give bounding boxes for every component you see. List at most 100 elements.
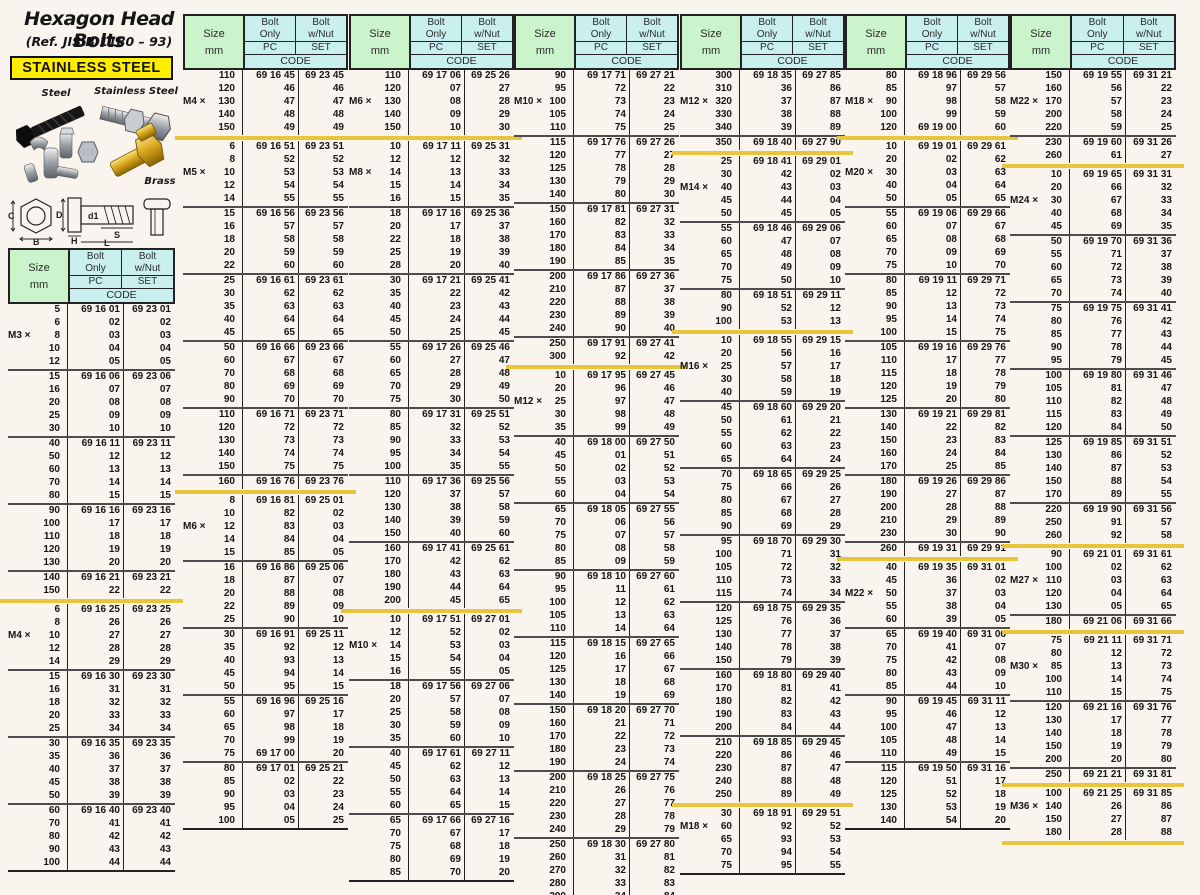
bolt-only-code-cell: 69 21 11 xyxy=(1070,635,1126,648)
bolt-only-code-cell: 18 xyxy=(905,368,961,381)
bolt-only-code-cell: 31 xyxy=(574,852,630,865)
set-header: SET xyxy=(973,42,993,53)
size-cell: 105 xyxy=(514,610,574,623)
size-cell: 105 xyxy=(845,342,905,355)
size-cell: 100 xyxy=(8,518,68,531)
size-cell: 70 xyxy=(1010,288,1070,301)
bolt-wnut-code-cell: 80 xyxy=(1160,754,1172,765)
table-row: M6 × 12 83 03 xyxy=(183,521,348,534)
table-row: 20 56 16 xyxy=(680,348,845,361)
bolt-wnut-code-cell: 25 xyxy=(1160,122,1172,133)
bolt-wnut-code-cell: 50 xyxy=(498,394,510,405)
bolt-wnut-code-cell: 69 27 45 xyxy=(636,370,675,381)
bolt-only-code-cell: 69 17 06 xyxy=(409,70,465,83)
table-row: 250 91 57 xyxy=(1010,517,1176,530)
bolt-wnut-code-cell: 18 xyxy=(994,789,1006,800)
table-row: 40 69 16 11 69 23 11 xyxy=(8,436,175,451)
bolt-only-code-cell: 76 xyxy=(740,616,796,629)
table-row: 120 19 19 xyxy=(8,544,175,557)
size-cell: M8 × 14 xyxy=(349,167,409,180)
table-row: 30 69 18 91 69 29 51 xyxy=(680,808,845,821)
bolt-only-code-cell: 69 19 35 xyxy=(905,562,961,575)
bolt-wnut-code-cell: 39 xyxy=(498,247,510,258)
bolt-only-code-cell: 28 xyxy=(68,643,124,656)
size-cell: 75 xyxy=(349,841,409,854)
table-row: 75 69 17 00 20 xyxy=(183,748,348,761)
stainless-bolt-image xyxy=(99,105,171,142)
bolt-only-code-cell: 69 16 56 xyxy=(243,208,299,221)
bolt-wnut-code-cell: 57 xyxy=(1160,517,1172,528)
bolt-wnut-code-cell: 57 xyxy=(332,221,344,232)
table-row: 60 07 67 xyxy=(845,221,1010,234)
bolt-only-code-cell: 72 xyxy=(740,562,796,575)
size-cell: 115 xyxy=(1010,409,1070,422)
size-cell: 10 xyxy=(8,343,68,356)
series-divider xyxy=(837,136,1018,140)
bolt-wnut-code-cell: 35 xyxy=(663,256,675,267)
series-label: M8 × xyxy=(349,167,372,178)
bolt-wnut-code-cell: 69 29 86 xyxy=(967,476,1006,487)
bolt-wnut-code-cell: 08 xyxy=(994,655,1006,666)
bolt-wnut-code-cell: 44 xyxy=(159,857,171,868)
bolt-wnut-code-cell: 23 xyxy=(829,441,841,452)
size-cell: 170 xyxy=(845,461,905,474)
bolt-only-code-cell: 69 17 11 xyxy=(409,141,465,154)
bolt-wnut-code-cell: 78 xyxy=(663,811,675,822)
bolt-only-code-cell: 69 17 16 xyxy=(409,208,465,221)
size-cell: 75 xyxy=(845,260,905,273)
table-row: 8 52 52 xyxy=(183,154,348,167)
table-row: 90 52 12 xyxy=(680,303,845,316)
bolt-wnut-code-cell: 13 xyxy=(159,464,171,475)
bolt-wnut-code-cell: 38 xyxy=(1160,262,1172,273)
bolt-only-code-cell: 69 21 01 xyxy=(1070,549,1126,562)
size-cell: 110 xyxy=(1010,396,1070,409)
table-row: 22 60 60 xyxy=(183,260,348,273)
table-row: 95 11 61 xyxy=(514,584,679,597)
bolt-only-code-cell: 59 xyxy=(409,720,465,733)
table-row: 75 69 19 75 69 31 41 xyxy=(1010,301,1176,316)
size-cell: 80 xyxy=(349,409,409,422)
size-cell: 50 xyxy=(349,774,409,787)
bolt-only-code-cell: 69 18 60 xyxy=(740,402,796,415)
table-row: 140 48 48 xyxy=(183,109,348,122)
bolt-wnut-code-cell: 88 xyxy=(1160,827,1172,838)
table-row: 90 70 70 xyxy=(183,394,348,407)
size-cell: 75 xyxy=(680,482,740,495)
bolt-only-code-cell: 65 xyxy=(409,800,465,813)
bolt-only-code-cell: 69 17 71 xyxy=(574,70,630,83)
bolt-only-code-cell: 49 xyxy=(905,748,961,761)
bolt-wnut-code-cell: 69 31 11 xyxy=(967,696,1006,707)
bolt-only-code-cell: 69 16 35 xyxy=(68,738,124,751)
size-cell: 90 xyxy=(8,844,68,857)
bolt-wnut-header: Bolt w/Nut xyxy=(639,17,665,40)
table-row: 200 28 88 xyxy=(845,502,1010,515)
bolt-wnut-code-cell: 52 xyxy=(1160,450,1172,461)
bolt-only-code-cell: 69 17 36 xyxy=(409,476,465,489)
bolt-only-code-cell: 18 xyxy=(1070,728,1126,741)
size-cell: 50 xyxy=(680,208,740,221)
bolt-wnut-code-cell: 56 xyxy=(663,517,675,528)
table-row: 140 78 38 xyxy=(680,642,845,655)
bolt-wnut-code-cell: 20 xyxy=(159,557,171,568)
table-row: 110 15 75 xyxy=(1010,687,1176,700)
bolt-only-code-cell: 43 xyxy=(905,668,961,681)
table-row: 55 69 16 96 69 25 16 xyxy=(183,694,348,709)
bolt-only-code-cell: 69 19 45 xyxy=(905,696,961,709)
size-cell: 85 xyxy=(514,556,574,569)
bolt-wnut-code-cell: 34 xyxy=(159,723,171,734)
size-cell: 85 xyxy=(349,422,409,435)
bolt-wnut-code-cell: 89 xyxy=(994,515,1006,526)
bolt-wnut-code-cell: 17 xyxy=(829,361,841,372)
bolt-wnut-code-cell: 69 31 51 xyxy=(1133,437,1172,448)
size-cell: 55 xyxy=(680,223,740,236)
table-row: 170 42 62 xyxy=(349,556,514,569)
table-row: 85 44 10 xyxy=(845,681,1010,694)
table-row: 30 62 62 xyxy=(183,288,348,301)
table-row: 15 54 04 xyxy=(349,653,514,666)
bolt-only-code-cell: 69 19 55 xyxy=(1070,70,1126,83)
bolt-wnut-code-cell: 47 xyxy=(498,355,510,366)
bolt-wnut-code-cell: 29 xyxy=(829,521,841,532)
size-column-header: Size mm xyxy=(516,16,576,68)
table-row: 220 27 77 xyxy=(514,798,679,811)
table-row: 90 69 16 16 69 23 16 xyxy=(8,503,175,518)
